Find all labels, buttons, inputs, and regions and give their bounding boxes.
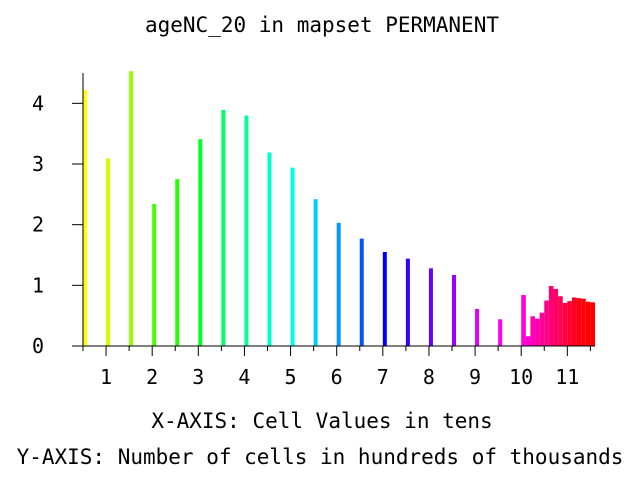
x-tick-label-10: 10 — [509, 365, 533, 389]
bar-15 — [428, 268, 433, 346]
bar-25 — [548, 285, 554, 346]
bar-2 — [129, 71, 134, 347]
y-axis-label: Y-AXIS: Number of cells in hundreds of t… — [17, 445, 624, 469]
bar-23 — [539, 312, 545, 346]
x-tick-label-5: 5 — [285, 365, 297, 389]
x-tick-label-1: 1 — [100, 365, 112, 389]
chart-title: ageNC_20 in mapset PERMANENT — [145, 13, 499, 37]
y-ticks-group: 0 1 2 3 4 — [32, 91, 83, 358]
bar-1 — [106, 158, 111, 346]
bar-29 — [567, 301, 572, 346]
bar-7 — [244, 115, 249, 346]
bar-11 — [336, 222, 341, 346]
bar-24 — [544, 300, 549, 346]
bar-8 — [267, 152, 272, 346]
x-tick-label-8: 8 — [423, 365, 435, 389]
x-tick-label-9: 9 — [469, 365, 481, 389]
bar-26 — [553, 288, 559, 346]
bar-14 — [405, 258, 410, 346]
bar-34 — [590, 302, 595, 346]
x-tick-label-11: 11 — [555, 365, 579, 389]
bar-33 — [585, 301, 591, 346]
bar-9 — [290, 167, 295, 346]
bar-4 — [175, 179, 180, 346]
x-ticks-group: 1 2 3 4 5 6 7 8 9 10 11 — [82, 346, 591, 389]
y-tick-label-1: 1 — [32, 273, 44, 297]
bar-30 — [571, 297, 577, 346]
x-tick-label-6: 6 — [331, 365, 343, 389]
axes-group — [72, 73, 595, 347]
y-tick-label-4: 4 — [32, 91, 44, 115]
bar-12 — [359, 238, 364, 346]
bar-13 — [382, 251, 387, 346]
bar-3 — [152, 204, 157, 346]
bar-10 — [313, 199, 318, 346]
bar-16 — [452, 275, 457, 346]
bar-19 — [521, 295, 526, 346]
bars-group — [83, 71, 595, 347]
x-tick-label-2: 2 — [146, 365, 158, 389]
bar-21 — [530, 316, 536, 346]
bar-6 — [221, 110, 226, 346]
bar-28 — [562, 302, 568, 346]
x-tick-label-4: 4 — [238, 365, 250, 389]
bar-17 — [475, 308, 480, 346]
bar-0 — [83, 89, 87, 347]
y-tick-label-3: 3 — [32, 152, 44, 176]
bar-31 — [576, 298, 582, 346]
y-tick-label-0: 0 — [32, 334, 44, 358]
bar-22 — [535, 318, 540, 346]
x-axis-label: X-AXIS: Cell Values in tens — [151, 409, 492, 433]
bar-5 — [198, 139, 203, 346]
bar-18 — [498, 319, 503, 346]
bar-20 — [525, 336, 531, 346]
x-tick-label-3: 3 — [192, 365, 204, 389]
x-tick-label-7: 7 — [377, 365, 389, 389]
bar-32 — [581, 298, 586, 346]
bar-27 — [558, 296, 563, 346]
y-tick-label-2: 2 — [32, 213, 44, 237]
